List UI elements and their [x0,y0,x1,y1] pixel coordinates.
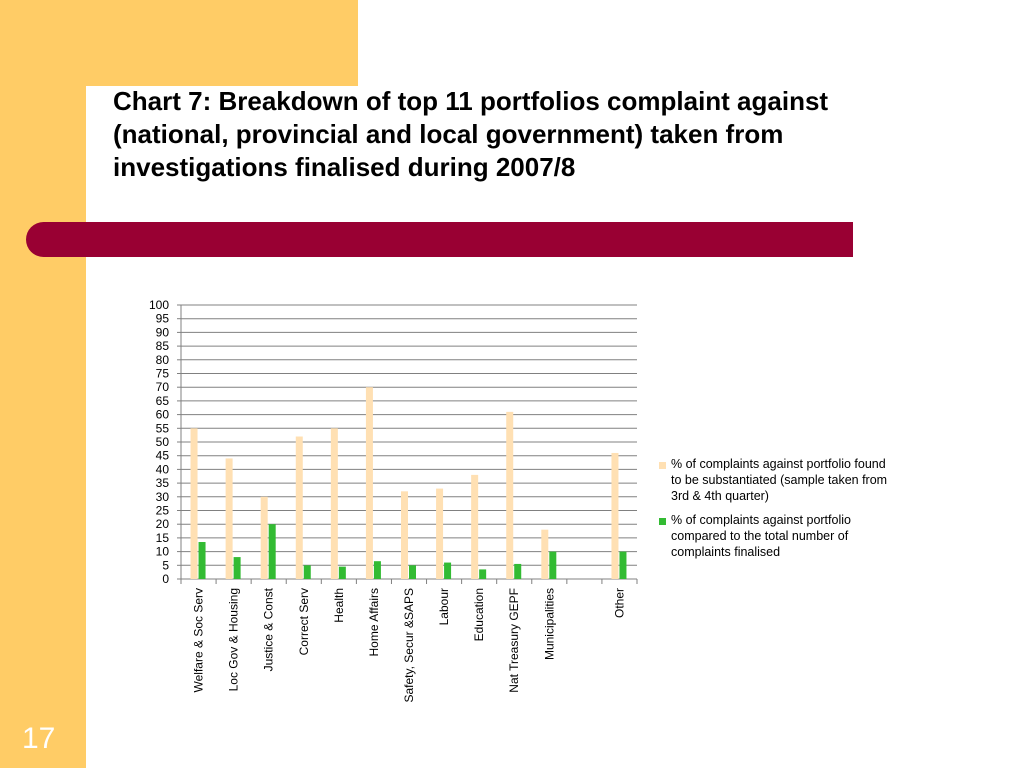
bar-substantiated [611,452,619,579]
x-category-label: Labour [437,588,451,625]
y-tick-label: 65 [156,394,170,408]
y-tick-label: 20 [156,517,170,531]
bar-substantiated [471,474,479,579]
content-card [86,86,1024,768]
bar-share-of-total [444,562,452,579]
x-category-label: Nat Treasury GEPF [507,588,521,693]
y-tick-label: 5 [162,558,169,572]
bar-substantiated [190,428,198,579]
x-category-label: Justice & Const [262,587,276,671]
y-tick-label: 30 [156,490,170,504]
y-tick-label: 70 [156,380,170,394]
bar-substantiated [260,496,268,579]
bar-substantiated [436,488,444,579]
legend-swatch-share-of-total [659,518,666,525]
bar-share-of-total [409,565,416,579]
x-category-label: Education [472,588,486,641]
y-tick-label: 85 [156,339,170,353]
y-tick-label: 35 [156,476,170,490]
y-tick-label: 100 [149,298,169,312]
legend-label-substantiated: % of complaints against portfolio found t… [671,457,887,503]
y-tick-label: 10 [156,545,170,559]
y-tick-label: 50 [156,435,170,449]
y-tick-label: 25 [156,504,170,518]
x-category-label: Other [612,588,626,618]
x-category-label: Home Affairs [367,588,381,656]
bar-share-of-total [514,563,522,579]
slide-title: Chart 7: Breakdown of top 11 portfolios … [113,86,829,182]
legend-swatch-substantiated [659,462,666,469]
bar-share-of-total [268,524,276,579]
x-category-label: Loc Gov & Housing [227,588,241,691]
x-category-label: Welfare & Soc Serv [192,588,206,692]
y-tick-label: 45 [156,449,170,463]
y-tick-label: 80 [156,353,170,367]
bar-share-of-total [338,566,346,579]
y-tick-label: 60 [156,408,170,422]
x-category-label: Health [332,588,346,623]
y-tick-label: 95 [156,312,170,326]
bar-substantiated [225,458,233,579]
bar-share-of-total [373,561,381,579]
bar-share-of-total [619,551,627,579]
y-tick-label: 15 [156,531,170,545]
x-category-label: Municipalities [542,588,556,660]
title-divider-bar [26,222,853,257]
x-category-label: Correct Serv [297,588,311,655]
bar-substantiated [365,387,373,579]
bar-substantiated [506,411,514,579]
x-category-label: Safety, Secur &SAPS [402,588,416,703]
left-decor-panel [0,0,86,768]
bar-substantiated [295,436,303,579]
bar-substantiated [330,428,338,579]
bar-substantiated [541,529,549,579]
y-tick-label: 55 [156,421,170,435]
bar-share-of-total [198,542,206,579]
bar-share-of-total [479,569,487,579]
bar-share-of-total [549,551,557,579]
bar-share-of-total [233,557,241,579]
slide-number: 17 [22,722,56,755]
y-tick-label: 40 [156,462,170,476]
y-tick-label: 0 [162,572,169,586]
bar-substantiated [401,491,408,579]
top-decor-panel [0,0,358,86]
y-tick-label: 75 [156,367,170,381]
bar-share-of-total [303,565,311,579]
y-tick-label: 90 [156,325,170,339]
legend-label-share-of-total: % of complaints against portfolio compare… [671,513,851,559]
